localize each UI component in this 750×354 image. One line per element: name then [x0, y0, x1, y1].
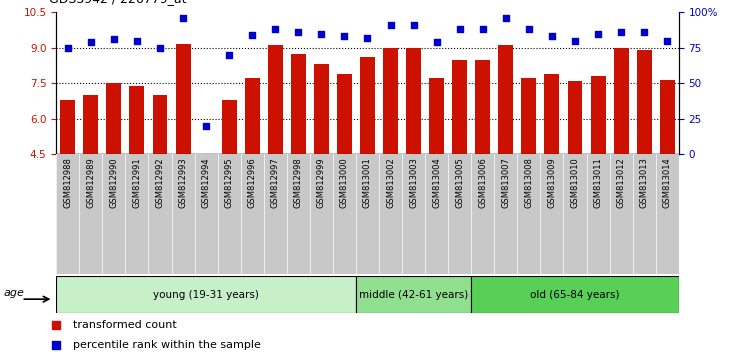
Bar [660, 80, 675, 154]
Bar [476, 59, 490, 154]
Bar [60, 100, 75, 154]
Bar [291, 54, 306, 154]
Bar [106, 83, 122, 154]
Bar [83, 95, 98, 154]
Text: GSM812996: GSM812996 [248, 158, 256, 209]
Text: GSM813005: GSM813005 [455, 158, 464, 209]
Text: GSM812994: GSM812994 [202, 158, 211, 208]
Text: GSM813004: GSM813004 [432, 158, 441, 209]
Bar [244, 79, 260, 154]
Bar [356, 276, 471, 313]
Text: GSM813009: GSM813009 [548, 158, 556, 209]
Text: middle (42-61 years): middle (42-61 years) [359, 290, 468, 300]
Text: old (65-84 years): old (65-84 years) [530, 290, 620, 300]
Point [177, 15, 189, 21]
Text: GSM812993: GSM812993 [178, 158, 188, 209]
Point [50, 342, 62, 348]
Bar [337, 74, 352, 154]
Bar [383, 48, 398, 154]
Text: GSM813002: GSM813002 [386, 158, 395, 209]
Text: GSM813013: GSM813013 [640, 158, 649, 209]
Text: GSM813008: GSM813008 [524, 158, 533, 209]
Text: age: age [4, 288, 25, 298]
Point [224, 52, 236, 58]
Text: GSM812995: GSM812995 [225, 158, 234, 208]
Text: GDS3942 / 226779_at: GDS3942 / 226779_at [49, 0, 186, 5]
Point [316, 31, 328, 36]
Text: GSM813007: GSM813007 [501, 158, 510, 209]
Point [85, 39, 97, 45]
Point [500, 15, 512, 21]
Text: GSM812990: GSM812990 [110, 158, 118, 208]
Point [662, 38, 674, 44]
Text: GSM812998: GSM812998 [294, 158, 303, 209]
Bar [429, 79, 444, 154]
Point [154, 45, 166, 51]
Point [546, 34, 558, 39]
Text: GSM813000: GSM813000 [340, 158, 349, 209]
Bar [56, 276, 356, 313]
Point [615, 29, 627, 35]
Point [407, 22, 419, 28]
Text: transformed count: transformed count [73, 320, 177, 330]
Point [200, 123, 212, 129]
Point [269, 27, 281, 32]
Point [454, 27, 466, 32]
Point [108, 36, 120, 42]
Bar [222, 100, 237, 154]
Text: GSM813010: GSM813010 [571, 158, 580, 209]
Point [523, 27, 535, 32]
Text: GSM812991: GSM812991 [133, 158, 142, 208]
Bar [130, 86, 145, 154]
Text: GSM812992: GSM812992 [155, 158, 164, 208]
Point [246, 32, 258, 38]
Bar [637, 50, 652, 154]
Point [638, 29, 650, 35]
Text: GSM813003: GSM813003 [409, 158, 418, 209]
Bar [498, 45, 513, 154]
Point [592, 31, 604, 36]
Text: GSM812988: GSM812988 [63, 158, 72, 209]
Point [50, 322, 62, 328]
Bar [568, 81, 583, 154]
Point [131, 38, 143, 44]
Point [338, 34, 350, 39]
Bar [614, 48, 628, 154]
Point [362, 35, 374, 41]
Point [385, 22, 397, 28]
Point [430, 39, 442, 45]
Bar [471, 276, 679, 313]
Text: GSM812989: GSM812989 [86, 158, 95, 209]
Bar [544, 74, 560, 154]
Bar [360, 57, 375, 154]
Text: GSM813012: GSM813012 [616, 158, 626, 209]
Point [62, 45, 74, 51]
Bar [268, 45, 283, 154]
Text: GSM813011: GSM813011 [593, 158, 602, 209]
Bar [152, 95, 167, 154]
Bar [452, 59, 467, 154]
Bar [406, 48, 421, 154]
Text: percentile rank within the sample: percentile rank within the sample [73, 340, 261, 350]
Bar [176, 44, 190, 154]
Bar [590, 76, 605, 154]
Text: GSM813006: GSM813006 [478, 158, 488, 209]
Point [292, 29, 304, 35]
Bar [521, 79, 536, 154]
Bar [314, 64, 329, 154]
Text: GSM813001: GSM813001 [363, 158, 372, 209]
Text: GSM812997: GSM812997 [271, 158, 280, 209]
Point [569, 38, 581, 44]
Text: GSM813014: GSM813014 [663, 158, 672, 209]
Text: young (19-31 years): young (19-31 years) [153, 290, 259, 300]
Text: GSM812999: GSM812999 [317, 158, 326, 208]
Point [477, 27, 489, 32]
